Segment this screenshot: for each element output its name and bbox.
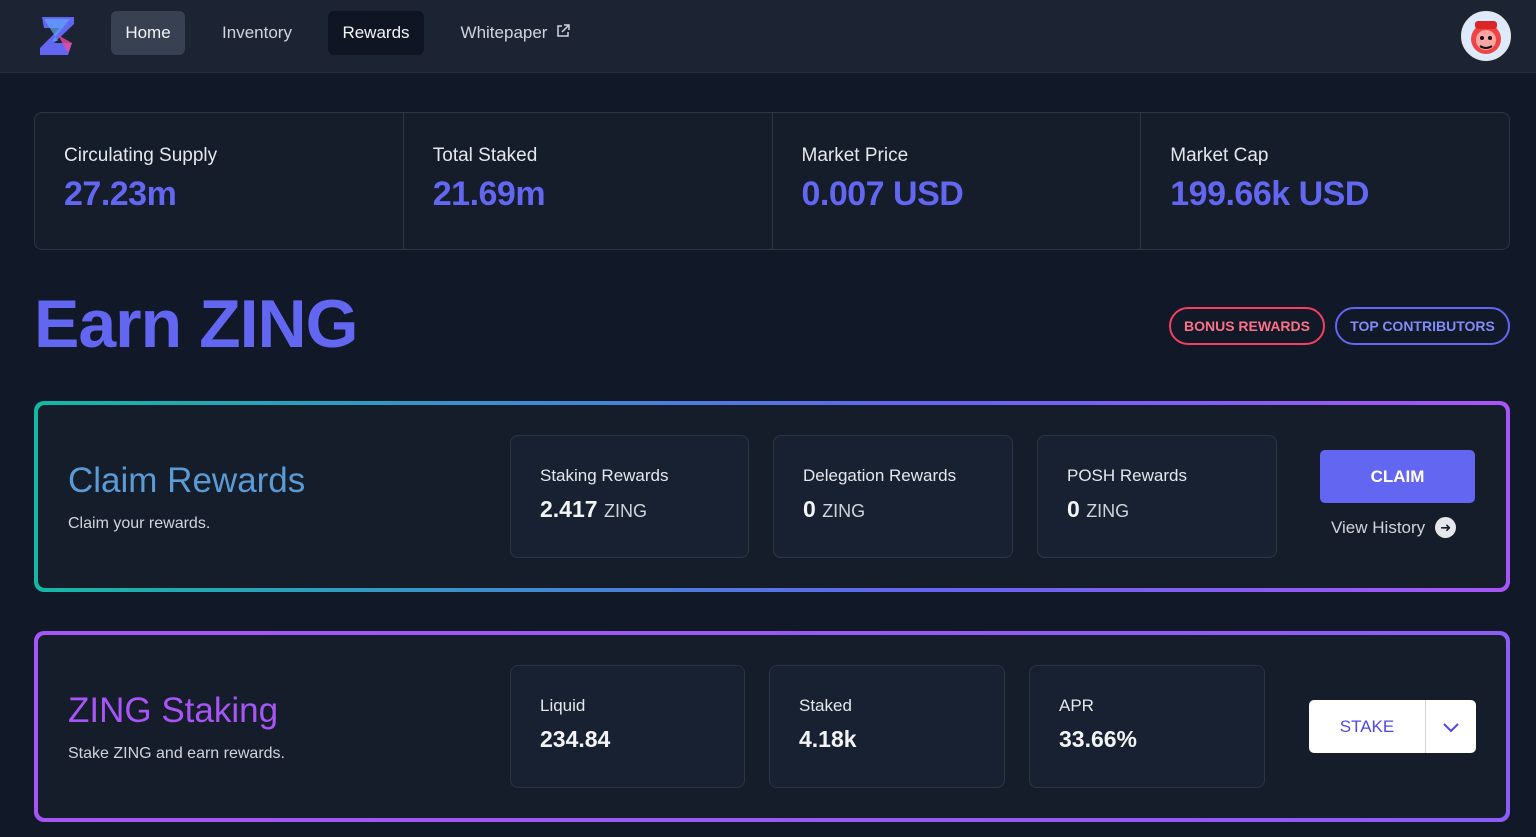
stat-label: Circulating Supply — [64, 145, 218, 166]
posh-rewards-box: POSH Rewards 0 ZING — [1037, 435, 1277, 558]
token-stats: Circulating Supply 27.23m Total Staked 2… — [34, 112, 1510, 250]
arrow-right-circle-icon: ➜ — [1435, 517, 1457, 538]
box-label: Staked — [799, 696, 852, 715]
zing-logo-icon[interactable] — [38, 13, 78, 59]
staked-box: Staked 4.18k — [769, 665, 1005, 788]
box-value: 33.66% — [1059, 726, 1138, 752]
claim-rewards-card: Claim Rewards Claim your rewards. Stakin… — [34, 401, 1510, 592]
stat-value: 199.66k USD — [1170, 175, 1369, 213]
nav-whitepaper-label: Whitepaper — [460, 23, 548, 42]
stake-split-button: STAKE — [1309, 700, 1476, 753]
reward-amount: 2.417 — [540, 496, 598, 522]
claim-subtitle: Claim your rewards. — [68, 515, 211, 532]
nav-rewards[interactable]: Rewards — [328, 11, 424, 55]
reward-amount: 0 — [803, 496, 816, 522]
stat-circulating-supply: Circulating Supply 27.23m — [35, 113, 404, 249]
view-history-label: View History — [1331, 517, 1426, 537]
top-contributors-button[interactable]: TOP CONTRIBUTORS — [1335, 307, 1510, 345]
page-title: Earn ZING — [34, 286, 358, 362]
stat-market-price: Market Price 0.007 USD — [773, 113, 1142, 249]
box-label: APR — [1059, 696, 1094, 715]
stat-total-staked: Total Staked 21.69m — [404, 113, 773, 249]
box-value: 2.417 ZING — [540, 496, 748, 523]
claim-title: Claim Rewards — [68, 461, 306, 500]
reward-unit: ZING — [1086, 501, 1130, 521]
staking-title: ZING Staking — [68, 691, 279, 730]
reward-unit: ZING — [822, 501, 866, 521]
external-link-icon — [555, 23, 571, 44]
liquid-box: Liquid 234.84 — [510, 665, 745, 788]
nav-whitepaper[interactable]: Whitepaper — [446, 11, 586, 55]
claim-button[interactable]: CLAIM — [1320, 450, 1475, 503]
zing-staking-card: ZING Staking Stake ZING and earn rewards… — [34, 631, 1510, 822]
apr-box: APR 33.66% — [1029, 665, 1265, 788]
stake-button[interactable]: STAKE — [1309, 700, 1426, 753]
bonus-rewards-button[interactable]: BONUS REWARDS — [1169, 307, 1325, 345]
view-history-link[interactable]: View History ➜ — [1331, 517, 1457, 538]
stat-value: 21.69m — [432, 175, 546, 213]
staking-rewards-box: Staking Rewards 2.417 ZING — [510, 435, 749, 558]
stat-label: Market Price — [801, 145, 909, 166]
delegation-rewards-box: Delegation Rewards 0 ZING — [773, 435, 1013, 558]
stat-label: Market Cap — [1170, 145, 1269, 166]
box-value: 0 ZING — [803, 496, 1012, 523]
box-label: Liquid — [540, 696, 586, 715]
stat-market-cap: Market Cap 199.66k USD — [1141, 113, 1509, 249]
nav-home[interactable]: Home — [111, 11, 185, 55]
box-label: Delegation Rewards — [803, 466, 957, 485]
chevron-down-icon[interactable] — [1426, 700, 1476, 753]
box-label: POSH Rewards — [1067, 466, 1187, 485]
staking-subtitle: Stake ZING and earn rewards. — [68, 745, 285, 762]
box-value: 4.18k — [799, 726, 857, 752]
box-label: Staking Rewards — [540, 466, 669, 485]
stat-value: 0.007 USD — [801, 175, 964, 213]
stat-value: 27.23m — [64, 175, 177, 213]
reward-amount: 0 — [1067, 496, 1080, 522]
nav-inventory[interactable]: Inventory — [222, 23, 292, 42]
reward-unit: ZING — [603, 501, 647, 521]
box-value: 0 ZING — [1067, 496, 1276, 523]
box-value: 234.84 — [540, 726, 611, 752]
user-avatar[interactable] — [1461, 11, 1511, 61]
stat-label: Total Staked — [432, 145, 538, 166]
top-nav: Home Inventory Rewards Whitepaper — [0, 0, 1536, 73]
